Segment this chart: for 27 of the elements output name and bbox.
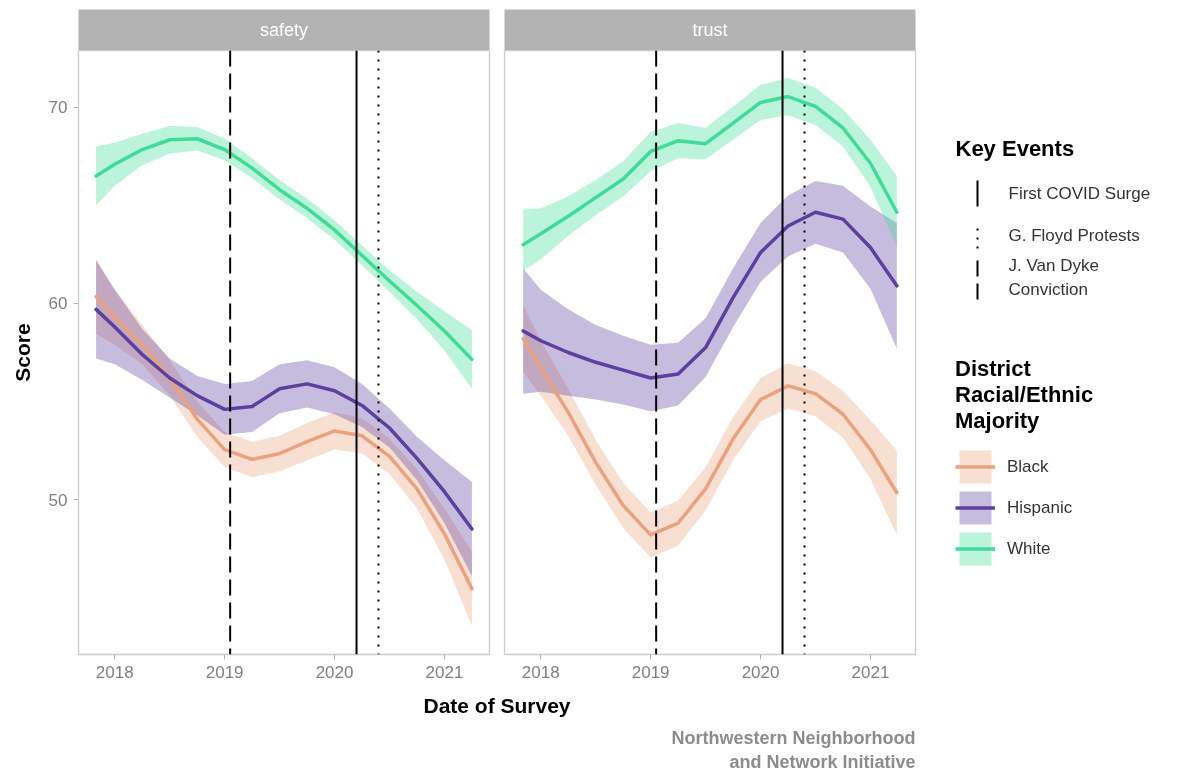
text: J. Van Dyke Conviction	[1008, 256, 1099, 299]
text: G. Floyd Protests	[1008, 226, 1140, 245]
legend-label: White	[1007, 537, 1051, 560]
line-series	[94, 307, 474, 531]
x-tick-label: 2021	[425, 662, 464, 682]
line-series	[94, 294, 474, 591]
x-tick-label: 2018	[95, 662, 134, 682]
line-series	[94, 137, 474, 362]
legend-label: Hispanic	[1007, 496, 1073, 519]
y-tick-label: 50	[48, 490, 68, 510]
text: Key Events	[955, 136, 1075, 161]
x-tick-label: 2019	[631, 662, 670, 682]
y-tick-label: 70	[48, 98, 68, 118]
x-tick-label: 2018	[521, 662, 560, 682]
y-axis-title: Score	[10, 323, 34, 382]
text: Northwestern Neighborhood and Network Initiative	[671, 727, 916, 772]
x-tick-label: 2020	[315, 662, 354, 682]
chart-title: safety	[259, 20, 309, 40]
x-tick-label: 2020	[741, 662, 780, 682]
legend-label: Black	[1007, 455, 1049, 478]
x-tick-label: 2019	[205, 662, 244, 682]
text: First COVID Surge	[1008, 184, 1151, 203]
x-tick-label: 2021	[851, 662, 890, 682]
legend-title: District Racial/Ethnic Majority	[955, 356, 1094, 434]
y-tick-label: 60	[48, 294, 68, 314]
chart-title: trust	[692, 20, 728, 40]
x-axis-title: Date of Survey	[423, 694, 571, 717]
